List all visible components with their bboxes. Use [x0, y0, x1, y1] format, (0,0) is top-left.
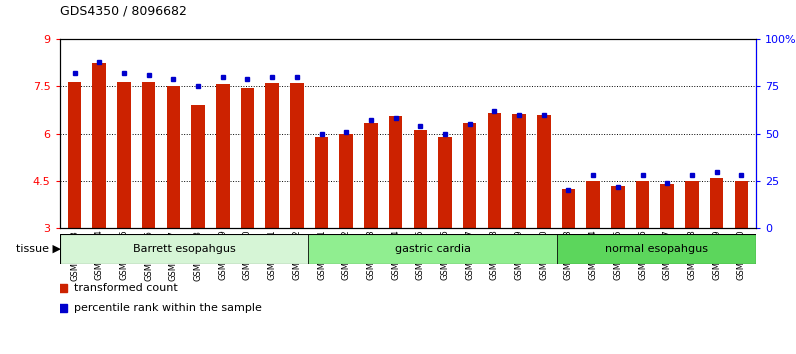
Bar	[117, 82, 131, 228]
FancyBboxPatch shape	[60, 234, 308, 264]
Text: transformed count: transformed count	[73, 283, 178, 293]
Bar	[488, 113, 501, 228]
Bar	[216, 84, 229, 228]
Bar	[661, 183, 674, 228]
Bar	[240, 88, 254, 228]
Bar	[413, 131, 427, 228]
Text: percentile rank within the sample: percentile rank within the sample	[73, 303, 262, 313]
Bar	[513, 114, 526, 228]
Bar	[562, 189, 576, 228]
Bar	[166, 86, 180, 228]
Text: gastric cardia: gastric cardia	[395, 244, 470, 254]
Bar	[636, 181, 650, 228]
Bar	[735, 181, 748, 228]
Bar	[142, 82, 155, 228]
Text: Barrett esopahgus: Barrett esopahgus	[133, 244, 236, 254]
Bar	[339, 134, 353, 228]
Text: normal esopahgus: normal esopahgus	[605, 244, 708, 254]
FancyBboxPatch shape	[557, 234, 756, 264]
Bar	[92, 63, 106, 228]
Text: tissue ▶: tissue ▶	[16, 244, 61, 254]
Bar	[439, 137, 452, 228]
Bar	[314, 137, 328, 228]
Bar	[685, 181, 699, 228]
FancyBboxPatch shape	[308, 234, 557, 264]
Bar	[265, 83, 279, 228]
Bar	[290, 83, 303, 228]
Bar	[364, 122, 377, 228]
Bar	[191, 105, 205, 228]
Bar	[710, 178, 724, 228]
Bar	[537, 115, 551, 228]
Bar	[68, 81, 81, 228]
Text: GDS4350 / 8096682: GDS4350 / 8096682	[60, 5, 186, 18]
Bar	[463, 122, 477, 228]
Bar	[587, 181, 600, 228]
Bar	[388, 116, 403, 228]
Bar	[611, 186, 625, 228]
